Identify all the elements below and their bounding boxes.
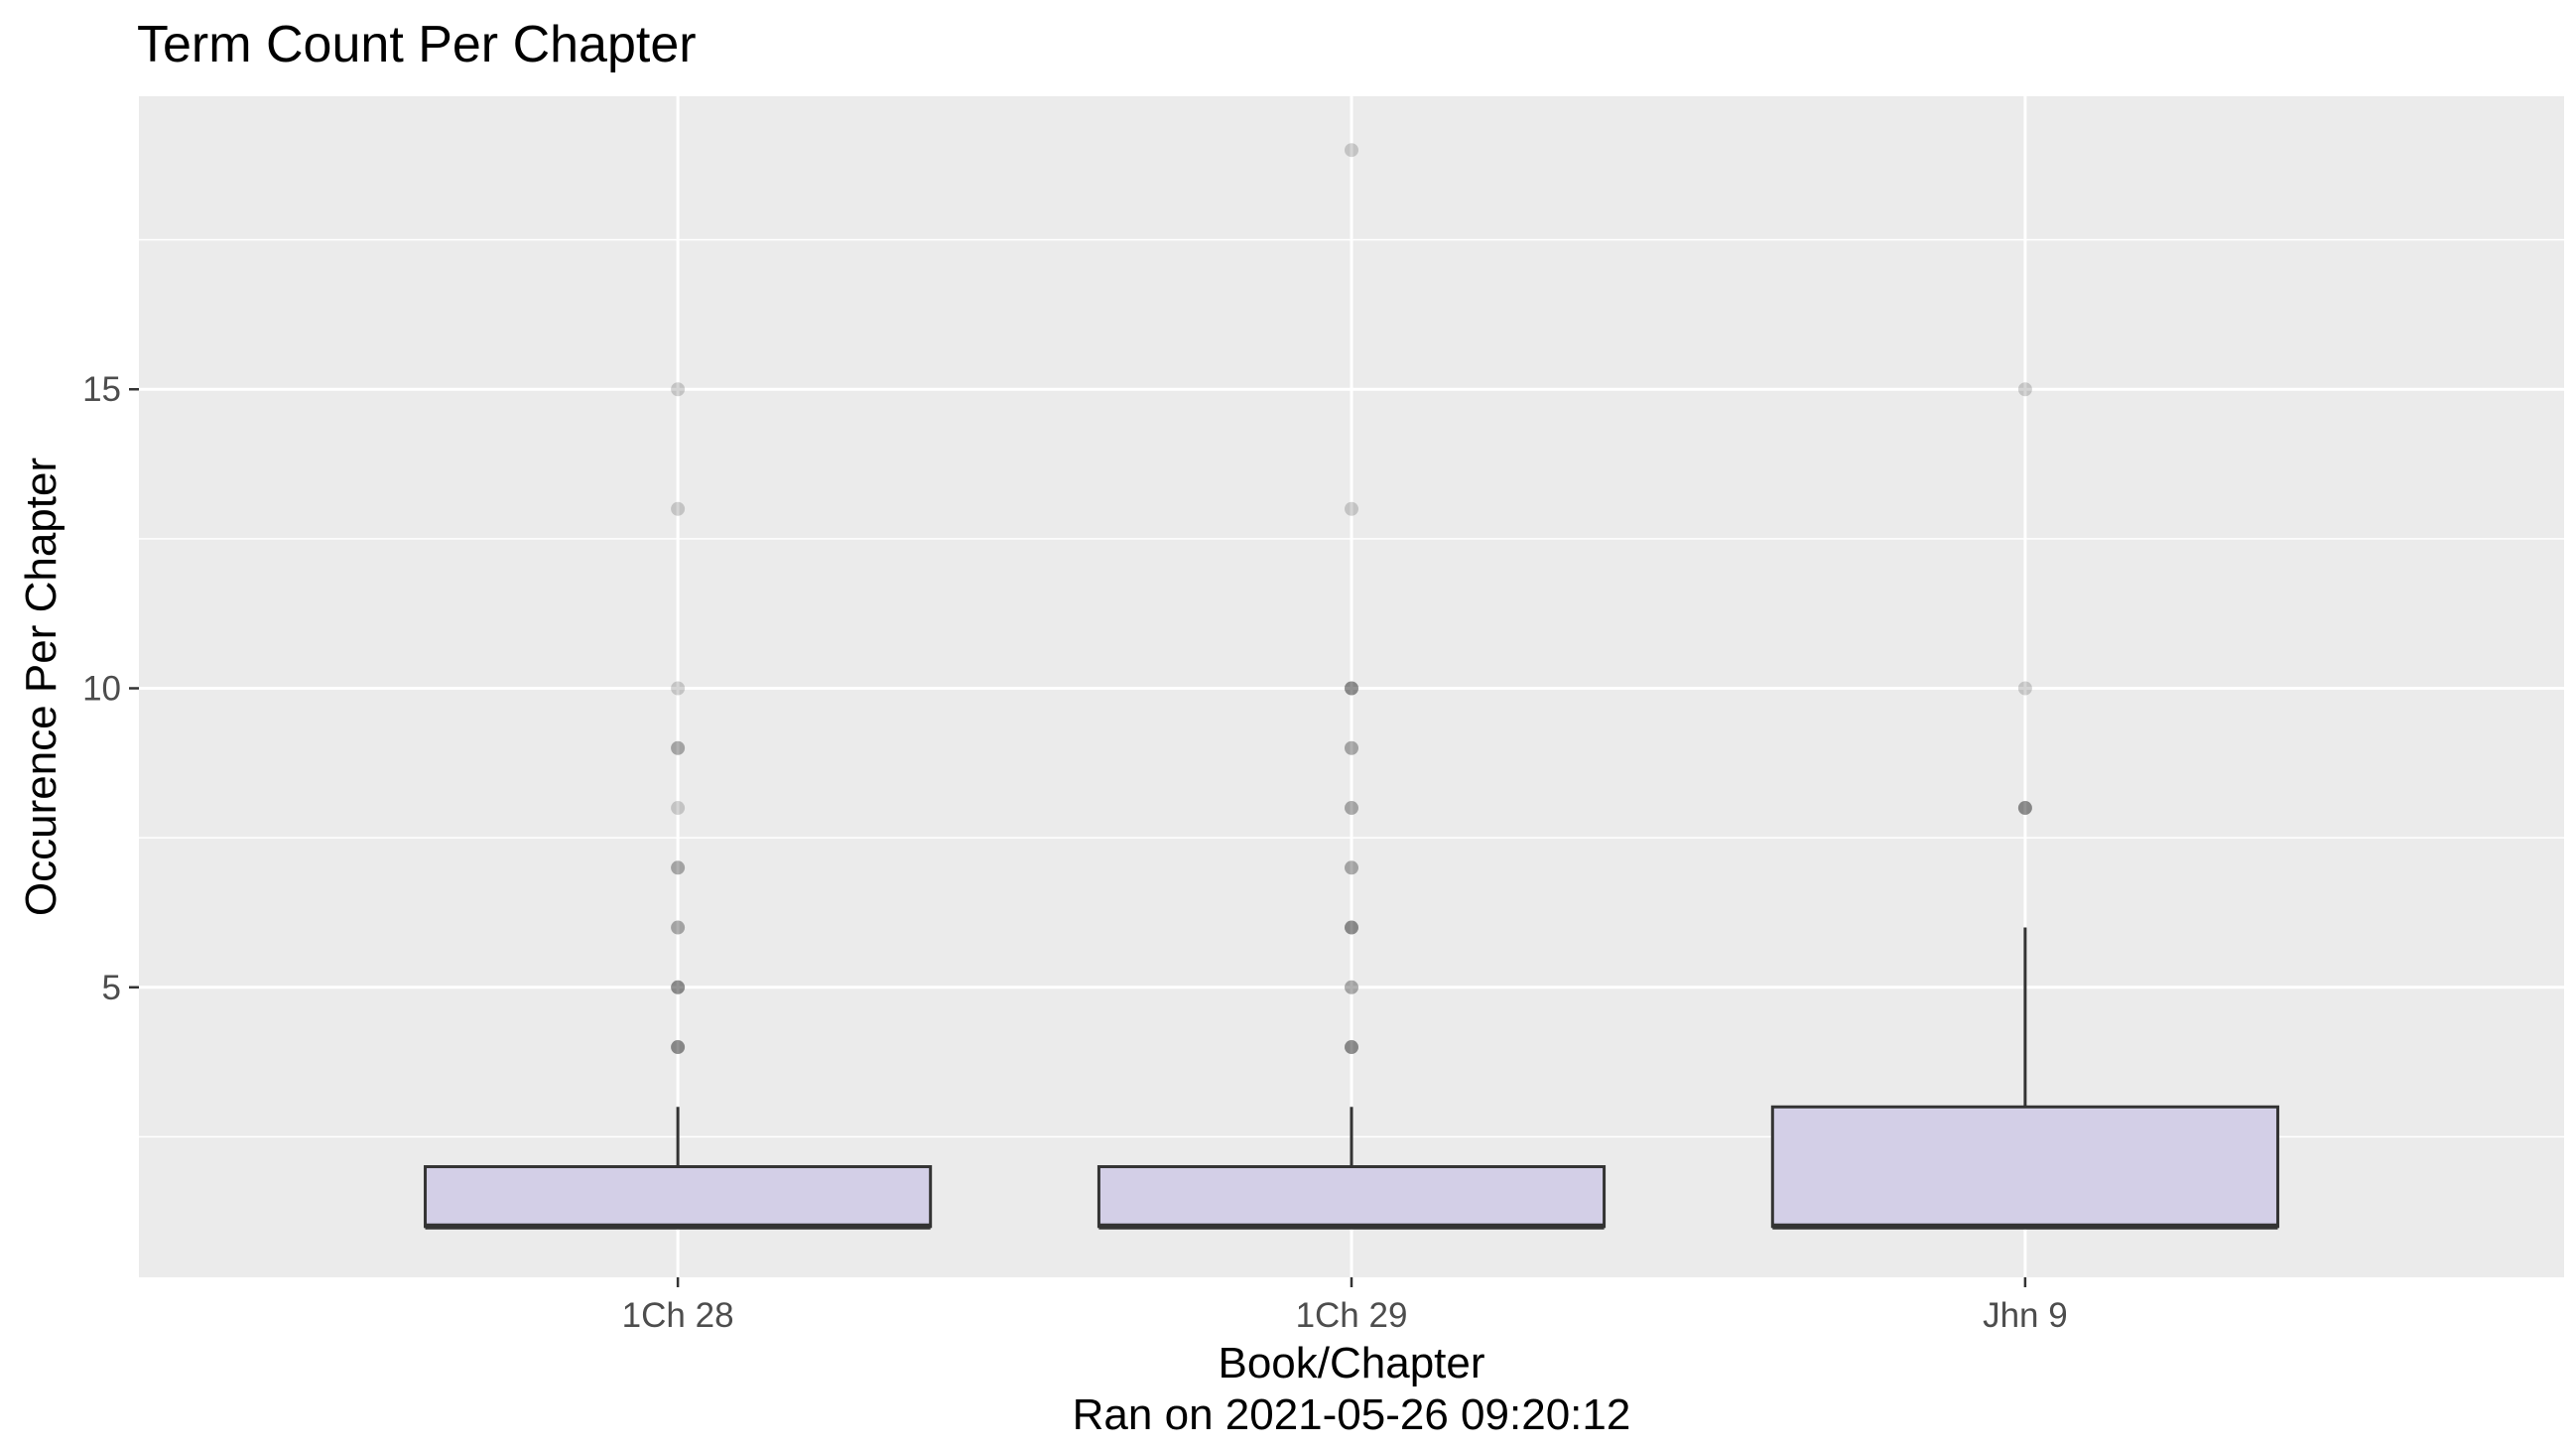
outlier-point: [671, 740, 686, 755]
outlier-point: [1345, 143, 1358, 158]
outlier-point: [671, 860, 686, 875]
y-tick-label: 10: [82, 670, 121, 709]
outlier-point: [1345, 860, 1358, 875]
outlier-point: [671, 920, 686, 935]
boxes: [424, 927, 2279, 1230]
outlier-point: [671, 382, 686, 397]
axes: 5 10 15 1Ch 28 1Ch 29 Jhn 9: [82, 370, 2068, 1335]
outlier-point: [1345, 1040, 1358, 1055]
outlier-point: [671, 980, 686, 994]
outlier-point: [671, 681, 686, 696]
outlier-point: [2017, 382, 2032, 397]
box: [1770, 1105, 2279, 1229]
outlier-point: [1345, 920, 1358, 935]
chart-title: Term Count Per Chapter: [137, 16, 697, 73]
outlier-point: [671, 740, 686, 755]
outlier-point: [671, 501, 686, 516]
outlier-points: [671, 143, 2032, 1055]
outlier-point: [1345, 501, 1358, 516]
outlier-point: [2017, 681, 2032, 696]
x-tick-label: 1Ch 29: [1296, 1296, 1408, 1335]
outlier-point: [1345, 801, 1358, 816]
outlier-point: [1345, 860, 1358, 875]
chart-caption: Ran on 2021-05-26 09:20:12: [1073, 1390, 1631, 1439]
x-tick-label: 1Ch 28: [622, 1296, 734, 1335]
outlier-point: [1345, 920, 1358, 935]
outlier-point: [1345, 681, 1358, 696]
outlier-point: [671, 801, 686, 816]
outlier-point: [1345, 681, 1358, 696]
outlier-point: [671, 980, 686, 994]
outlier-point: [2017, 801, 2032, 816]
outlier-point: [1345, 801, 1358, 816]
outlier-point: [2017, 801, 2032, 816]
outlier-point: [1345, 740, 1358, 755]
outlier-point: [671, 920, 686, 935]
x-tick-label: Jhn 9: [1983, 1296, 2068, 1335]
outlier-point: [671, 1040, 686, 1055]
box: [1096, 1165, 1607, 1229]
y-tick-label: 15: [82, 370, 121, 409]
x-axis-title: Book/Chapter: [1218, 1339, 1484, 1387]
outlier-point: [2017, 801, 2032, 816]
outlier-point: [1345, 1040, 1358, 1055]
outlier-point: [1345, 920, 1358, 935]
outlier-point: [1345, 681, 1358, 696]
outlier-point: [671, 860, 686, 875]
outlier-point: [671, 1040, 686, 1055]
outlier-point: [1345, 740, 1358, 755]
outlier-point: [1345, 980, 1358, 994]
outlier-point: [671, 1040, 686, 1055]
outlier-point: [671, 980, 686, 994]
outlier-point: [1345, 1040, 1358, 1055]
box: [424, 1165, 933, 1229]
y-axis-title: Occurence Per Chapter: [17, 458, 65, 916]
outlier-point: [1345, 980, 1358, 994]
y-tick-label: 5: [102, 969, 121, 1007]
